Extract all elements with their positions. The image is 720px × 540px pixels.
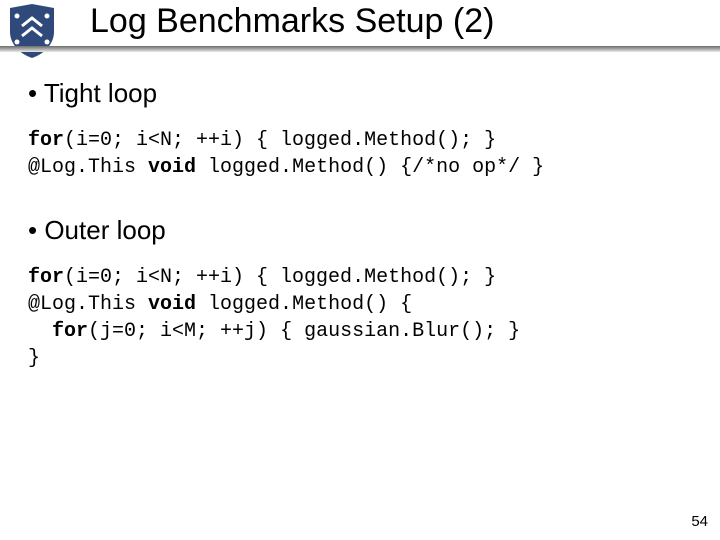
code-text: (i=0; i<N; ++i) { logged.Method(); } — [64, 266, 496, 289]
code-keyword: void — [148, 156, 196, 179]
code-block: for(i=0; i<N; ++i) { logged.Method(); } … — [28, 264, 692, 372]
page-number: 54 — [691, 513, 708, 530]
code-keyword: for — [28, 266, 64, 289]
bullet-item: Outer loop — [28, 215, 692, 246]
bullet-item: Tight loop — [28, 78, 692, 109]
slide: Log Benchmarks Setup (2) Tight loopfor(i… — [0, 0, 720, 540]
code-keyword: void — [148, 293, 196, 316]
code-text: logged.Method() {/*no op*/ } — [196, 156, 544, 179]
code-block: for(i=0; i<N; ++i) { logged.Method(); } … — [28, 127, 692, 181]
code-text: (j=0; i<M; ++j) { gaussian.Blur(); } — [88, 320, 520, 343]
code-text: (i=0; i<N; ++i) { logged.Method(); } — [64, 129, 496, 152]
header-divider — [0, 46, 720, 52]
slide-body: Tight loopfor(i=0; i<N; ++i) { logged.Me… — [28, 78, 692, 406]
code-text: } — [28, 347, 40, 370]
slide-title: Log Benchmarks Setup (2) — [90, 2, 494, 41]
code-keyword: for — [52, 320, 88, 343]
code-text: @Log.This — [28, 156, 148, 179]
code-keyword: for — [28, 129, 64, 152]
code-text: logged.Method() { — [196, 293, 412, 316]
code-text: @Log.This — [28, 293, 148, 316]
code-text — [28, 320, 52, 343]
